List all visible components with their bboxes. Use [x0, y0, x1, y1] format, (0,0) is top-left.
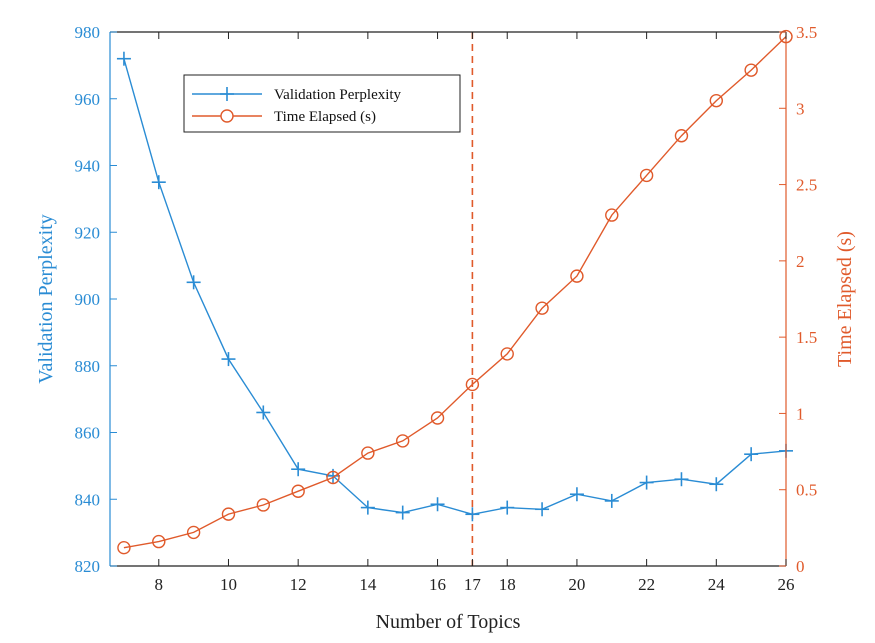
time-elapsed-point — [465, 377, 480, 392]
time-elapsed-point — [430, 411, 445, 425]
y-left-tick-label: 860 — [75, 424, 101, 443]
time-elapsed-point — [570, 269, 584, 283]
y-right-axis-title: Time Elapsed (s) — [834, 231, 856, 367]
perplexity-point — [151, 175, 166, 190]
y-right-tick-label: 1 — [796, 404, 805, 423]
time-elapsed-point — [674, 129, 689, 143]
perplexity-point — [535, 502, 550, 517]
x-tick-label: 14 — [359, 575, 377, 594]
y-left-axis-title: Validation Perplexity — [35, 214, 57, 383]
y-right-tick-label: 0 — [796, 557, 805, 576]
chart-marks — [116, 29, 793, 566]
time-elapsed-point — [639, 168, 654, 183]
legend: Validation Perplexity Time Elapsed (s) — [183, 74, 461, 133]
y-left-tick-label: 960 — [75, 90, 101, 109]
y-left-tick-label: 920 — [75, 223, 101, 242]
x-tick-label: 10 — [220, 575, 237, 594]
perplexity-point — [744, 447, 759, 462]
y-left-tick-label: 820 — [75, 557, 101, 576]
perplexity-point — [116, 51, 131, 66]
time-elapsed-point — [152, 534, 166, 549]
perplexity-point — [709, 477, 724, 492]
y-right-tick-label: 3.5 — [796, 23, 817, 42]
x-tick-label: 16 — [429, 575, 446, 594]
x-axis-title: Number of Topics — [376, 611, 521, 633]
time-elapsed-point — [361, 446, 375, 460]
x-tick-label: 17 — [464, 575, 482, 594]
perplexity-point — [569, 487, 584, 502]
y-right-tick-label: 3 — [796, 99, 805, 118]
y-left-tick-label: 880 — [75, 357, 101, 376]
y-left-tick-label: 980 — [75, 23, 101, 42]
perplexity-point — [639, 475, 654, 490]
y-left-tick-label: 900 — [75, 290, 101, 309]
x-tick-label: 8 — [155, 575, 164, 594]
time-elapsed-point — [256, 498, 271, 512]
perplexity-point — [291, 462, 306, 477]
y-left-tick-label: 940 — [75, 157, 101, 176]
time-elapsed-point — [744, 63, 758, 77]
x-tick-label: 12 — [290, 575, 307, 594]
perplexity-point — [430, 497, 445, 512]
x-tick-label: 18 — [499, 575, 516, 594]
time-elapsed-point — [709, 93, 724, 108]
time-elapsed-point — [396, 434, 410, 448]
legend-box — [183, 74, 461, 133]
perplexity-point — [360, 500, 375, 515]
x-tick-label: 20 — [568, 575, 585, 594]
chart-axes: 8 10 12 14 16 17 18 20 22 24 268208408608809009209… — [35, 23, 856, 633]
time-elapsed-point — [117, 540, 131, 555]
perplexity-point — [395, 505, 410, 520]
perplexity-point — [186, 275, 201, 290]
y-right-tick-label: 2.5 — [796, 176, 817, 195]
y-right-tick-label: 1.5 — [796, 328, 817, 347]
perplexity-point — [221, 352, 236, 367]
legend-label: Validation Perplexity — [274, 87, 402, 103]
x-tick-label: 26 — [778, 575, 795, 594]
x-tick-label: 24 — [708, 575, 726, 594]
perplexity-point — [604, 493, 619, 508]
time-elapsed-point — [326, 470, 340, 485]
time-elapsed-point — [535, 301, 549, 315]
perplexity-point — [465, 507, 480, 522]
y-right-tick-label: 2 — [796, 252, 805, 271]
perplexity-point — [500, 500, 515, 515]
time-elapsed-point — [291, 484, 305, 498]
legend-label: Time Elapsed (s) — [274, 109, 376, 125]
x-tick-label: 22 — [638, 575, 655, 594]
time-elapsed-point — [500, 347, 514, 361]
time-elapsed-point — [186, 525, 201, 540]
perplexity-point — [256, 405, 271, 420]
legend-circle-marker — [220, 109, 234, 123]
y-left-tick-label: 840 — [75, 490, 101, 509]
perplexity-point — [674, 472, 689, 487]
time-elapsed-point — [221, 507, 236, 521]
time-elapsed-point — [605, 208, 619, 222]
y-right-tick-label: 0.5 — [796, 481, 817, 500]
